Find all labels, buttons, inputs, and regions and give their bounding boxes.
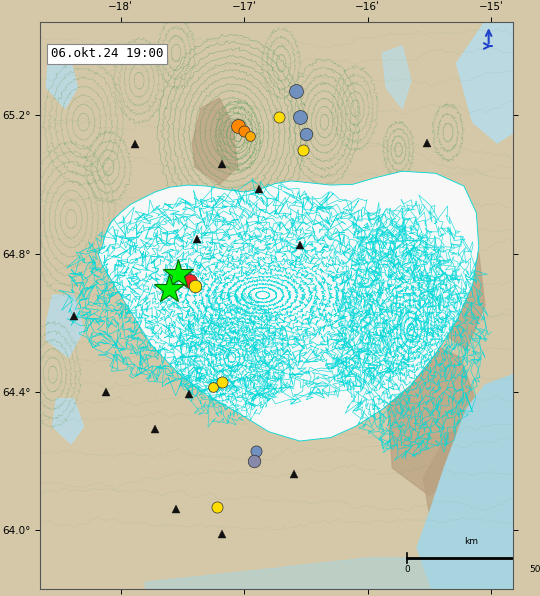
Polygon shape [382, 46, 411, 108]
Polygon shape [53, 399, 84, 444]
Polygon shape [456, 22, 514, 143]
Polygon shape [145, 558, 514, 589]
Polygon shape [192, 98, 238, 184]
Text: km: km [464, 537, 478, 546]
Polygon shape [46, 295, 84, 358]
Polygon shape [417, 375, 514, 589]
Polygon shape [98, 171, 479, 441]
Polygon shape [46, 53, 77, 108]
Polygon shape [423, 420, 514, 572]
Text: 06.okt.24 19:00: 06.okt.24 19:00 [51, 47, 164, 60]
Polygon shape [411, 226, 485, 350]
Text: 50: 50 [529, 565, 540, 574]
Polygon shape [386, 340, 479, 496]
Text: 0: 0 [404, 565, 410, 574]
